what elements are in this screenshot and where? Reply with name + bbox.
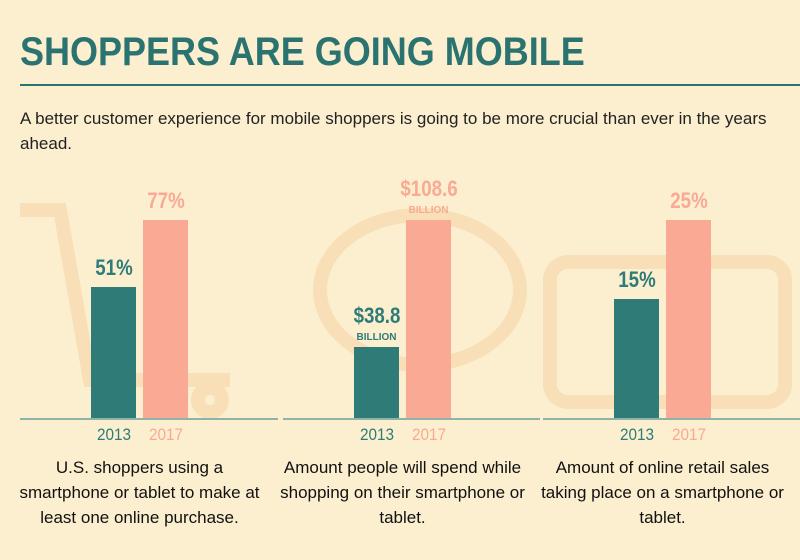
bar — [666, 220, 711, 418]
caption: Amount people will spend while shopping … — [280, 458, 525, 527]
value-label: 25% — [669, 188, 708, 213]
baseline — [283, 418, 540, 420]
category-label: 2013 — [619, 425, 654, 444]
baseline — [20, 418, 278, 420]
subtitle: A better customer experience for mobile … — [20, 109, 767, 153]
category-label: 2017 — [148, 425, 183, 444]
caption: Amount of online retail sales taking pla… — [541, 458, 784, 527]
value-label: 77% — [146, 188, 185, 213]
value-sublabel: BILLION — [408, 205, 449, 216]
category-label: 2013 — [96, 425, 131, 444]
value-label: 15% — [617, 267, 656, 293]
bar — [143, 220, 188, 418]
category-label: 2017 — [671, 425, 706, 444]
value-label: 51% — [94, 254, 133, 280]
bar — [91, 286, 136, 418]
baseline — [543, 418, 800, 420]
title: SHOPPERS ARE GOING MOBILE — [20, 30, 585, 74]
value-label: $38.8 — [353, 303, 400, 329]
category-label: 2013 — [359, 425, 394, 444]
caption: U.S. shoppers using a smartphone or tabl… — [19, 458, 260, 527]
value-label: $108.6 — [399, 176, 458, 201]
bar — [406, 220, 451, 418]
title-rule — [20, 84, 800, 86]
value-sublabel: BILLION — [356, 332, 397, 344]
category-label: 2017 — [411, 425, 446, 444]
bar — [614, 299, 659, 418]
bar — [354, 347, 399, 418]
